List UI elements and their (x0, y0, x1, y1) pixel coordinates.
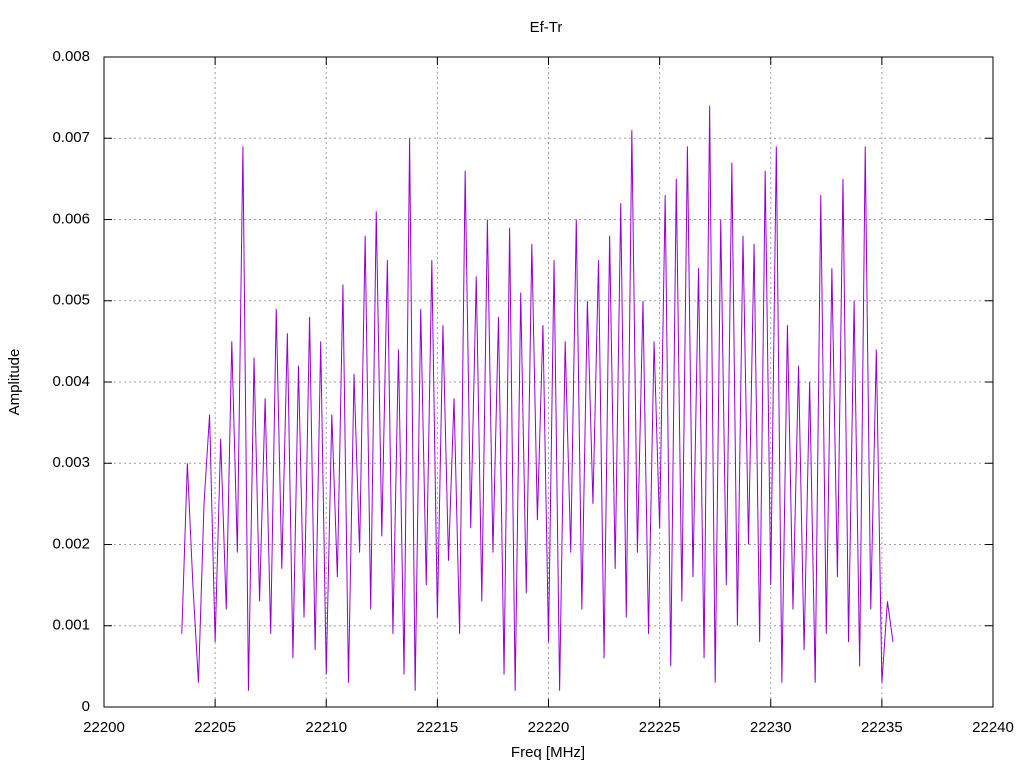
x-tick-label: 22215 (417, 719, 459, 736)
y-tick-label: 0.002 (52, 535, 90, 552)
y-tick-label: 0.004 (52, 373, 90, 390)
plot-frame (103, 56, 994, 708)
y-axis-label: Amplitude (6, 349, 23, 416)
y-tick-label: 0.008 (52, 48, 90, 65)
x-tick-label: 22235 (861, 719, 903, 736)
x-tick-label: 22240 (972, 719, 1014, 736)
y-tick-label: 0 (82, 698, 90, 715)
x-tick-label: 22225 (639, 719, 681, 736)
y-tick-label: 0.003 (52, 454, 90, 471)
chart-title: Ef-Tr (530, 19, 563, 36)
y-tick-label: 0.006 (52, 210, 90, 227)
y-tick-label: 0.005 (52, 292, 90, 309)
x-axis-label: Freq [MHz] (511, 744, 585, 761)
x-tick-label: 22210 (305, 719, 347, 736)
data-line (181, 105, 894, 691)
y-tick-label: 0.001 (52, 617, 90, 634)
y-tick-label: 0.007 (52, 129, 90, 146)
x-tick-label: 22230 (750, 719, 792, 736)
x-tick-label: 22220 (528, 719, 570, 736)
x-tick-label: 22205 (194, 719, 236, 736)
x-tick-label: 22200 (83, 719, 125, 736)
